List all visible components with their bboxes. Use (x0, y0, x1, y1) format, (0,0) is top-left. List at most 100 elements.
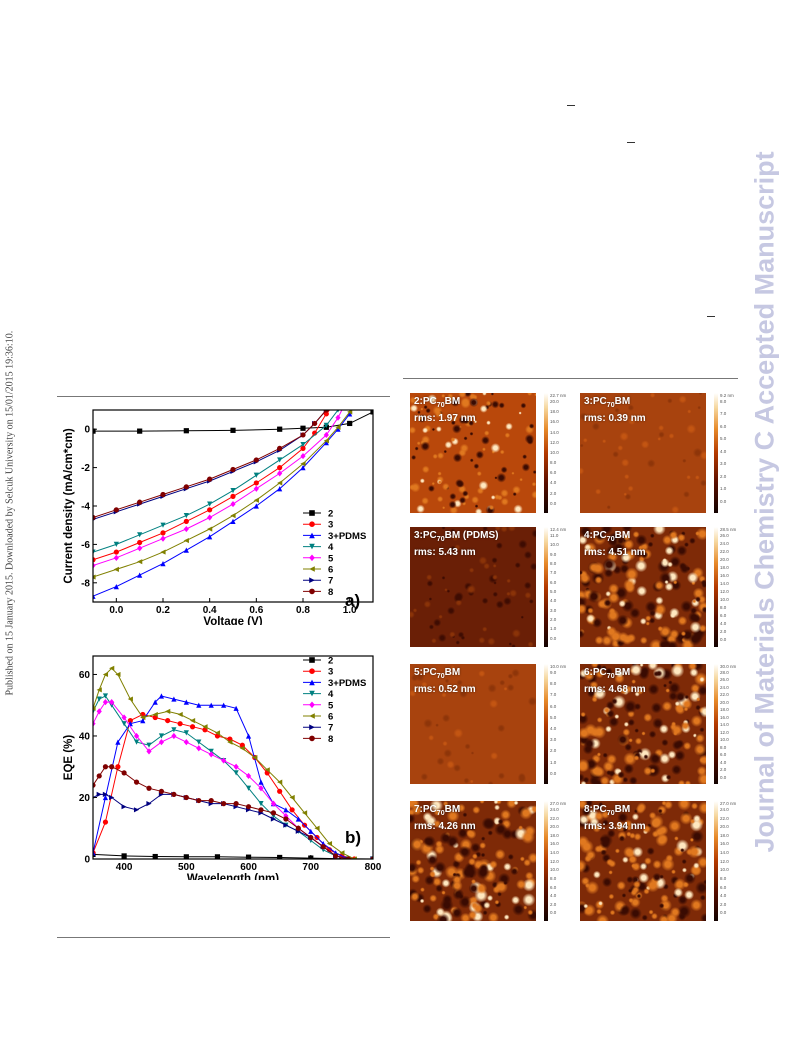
data-point (345, 856, 351, 859)
afm-scale-tick: 24.0 (720, 684, 729, 690)
data-point (207, 507, 213, 513)
afm-label: 8:PC70BM rms: 3.94 nm (584, 803, 646, 833)
afm-scale-tick: 8.0 (550, 460, 557, 466)
data-point (230, 500, 236, 508)
afm-scale-tick: 4.0 (550, 893, 557, 899)
afm-image: 7:PC70BM rms: 4.26 nm (410, 801, 536, 921)
y-tick-label: 60 (79, 670, 91, 681)
legend-marker (309, 657, 315, 663)
data-point (289, 794, 295, 801)
y-tick-label: -6 (81, 540, 90, 551)
afm-color-scale (544, 664, 548, 784)
afm-scale-tick: 12.0 (550, 439, 559, 445)
afm-title-sub: 70 (606, 402, 615, 409)
data-point (133, 739, 140, 745)
x-tick-label: 0.2 (156, 605, 170, 616)
data-point (146, 785, 152, 791)
series-2 (93, 410, 373, 434)
data-point (115, 764, 121, 770)
data-point (221, 801, 227, 807)
data-point (183, 537, 189, 544)
series-7 (93, 410, 329, 521)
data-point (335, 414, 341, 421)
afm-scale-tick: 7.0 (550, 570, 557, 576)
data-point (140, 714, 146, 721)
afm-scale-ticks: 28.5 nm 26.0 24.0 22.0 20.0 18.0 16.0 14.0 12.0 1… (720, 527, 742, 647)
data-point (189, 717, 196, 724)
data-point (289, 807, 295, 813)
y-tick-label: -4 (81, 502, 90, 513)
afm-color-scale (714, 664, 718, 784)
afm-scale-tick: 2.0 (550, 617, 557, 622)
data-point (121, 721, 127, 727)
data-point (183, 484, 189, 490)
afm-scale-tick: 6.0 (550, 884, 557, 890)
data-point (102, 693, 109, 699)
data-point (245, 733, 252, 739)
afm-scale-tick: 28.5 nm (720, 527, 737, 532)
afm-image: 3:PC70BM (PDMS) rms: 5.43 nm (410, 527, 536, 647)
afm-scale-tick: 10.0 (550, 867, 559, 873)
data-point (183, 525, 189, 533)
afm-scale-tick: 20.0 (720, 699, 729, 705)
afm-title-suffix: BM (614, 396, 631, 407)
data-point (270, 810, 277, 816)
legend-marker (309, 701, 315, 709)
afm-title: 6:PC (584, 667, 607, 678)
data-point (333, 853, 339, 859)
data-point (113, 554, 119, 561)
x-tick-label: 600 (240, 862, 257, 873)
data-point (183, 518, 189, 524)
afm-rms: rms: 4.26 nm (414, 821, 476, 832)
afm-scale-tick: 10.0 (720, 597, 729, 602)
afm-scale-tick: 10.0 (720, 867, 729, 873)
data-point (146, 801, 152, 807)
data-point (221, 702, 227, 708)
afm-title: 7:PC (414, 804, 437, 815)
afm-scale-tick: 0.0 (550, 500, 557, 506)
data-point (93, 428, 96, 434)
afm-scale-tick: 16.0 (720, 841, 729, 847)
data-point (152, 853, 158, 859)
y-tick-label: -2 (81, 463, 90, 474)
data-point (207, 501, 213, 507)
x-tick-label: 800 (365, 862, 382, 873)
afm-scale-tick: 14.0 (720, 850, 729, 856)
data-point (230, 427, 236, 433)
afm-title: 3:PC (414, 530, 437, 541)
afm-scale-tick: 22.0 (550, 815, 559, 821)
series-8 (93, 410, 329, 521)
afm-scale-tick: 2.0 (550, 901, 557, 907)
afm-scale-tick: 26.0 (720, 677, 729, 683)
data-point (300, 465, 306, 471)
afm-scale-tick: 27.0 nm (720, 801, 737, 806)
afm-scale-tick: 9.0 (550, 670, 557, 675)
afm-scale-tick: 2.0 (720, 629, 727, 634)
data-point (253, 485, 259, 492)
data-point (183, 513, 189, 519)
legend-label: 7 (328, 723, 333, 734)
afm-scale-tick: 18.0 (720, 707, 729, 713)
data-point (370, 410, 373, 415)
afm-scale-tick: 20.0 (550, 399, 559, 404)
y-axis-label: EQE (%) (63, 735, 75, 781)
x-axis-label: Voltage (V) (203, 616, 262, 625)
legend-label: 8 (328, 734, 333, 745)
x-tick-label: 0.8 (296, 605, 310, 616)
afm-scale-tick: 0.0 (550, 770, 557, 776)
afm-color-scale (714, 393, 718, 513)
afm-scale-tick: 3.0 (550, 737, 557, 743)
legend-item: 8 (303, 734, 333, 745)
data-point (160, 535, 166, 542)
afm-scale-ticks: 9.2 nm 8.0 7.0 6.0 5.0 4.0 3.0 2.0 1.0 0.0 (720, 393, 742, 513)
afm-scale-tick: 10.0 (550, 449, 559, 455)
data-point (336, 410, 340, 413)
data-point (233, 705, 239, 711)
afm-scale-tick: 4.0 (550, 598, 557, 604)
afm-title-sub: 70 (606, 673, 615, 680)
data-point (127, 696, 133, 702)
data-point (300, 445, 306, 451)
x-tick-label: 0.6 (249, 605, 263, 616)
afm-scale-tick: 27.0 nm (550, 801, 567, 806)
data-point (323, 422, 329, 428)
